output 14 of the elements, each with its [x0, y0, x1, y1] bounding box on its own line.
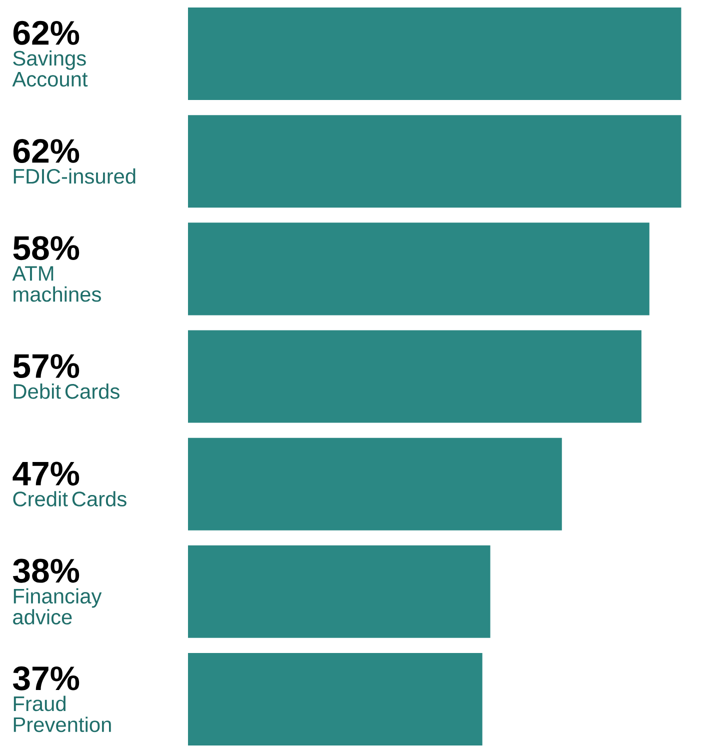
y-tick-label: Credit Cards	[13, 491, 126, 506]
y-tick-label: ATM machines	[12, 266, 101, 302]
y-tick-label: FDIC-insured	[14, 168, 136, 184]
y-tick-label: Fraud Prevention	[14, 696, 111, 732]
y-tick-label: Savings Account	[12, 50, 88, 87]
y-tick-label: Financiay advice	[13, 588, 102, 624]
y-tick-label: Debit Cards	[14, 383, 120, 399]
data-label: 62%	[13, 138, 80, 163]
data-label: 57%	[13, 354, 80, 378]
data-label: 62%	[13, 20, 80, 45]
data-label: 58%	[13, 236, 80, 260]
data-label: 37%	[12, 666, 80, 690]
data-label: 47%	[12, 462, 80, 486]
data-label: 38%	[12, 558, 80, 583]
